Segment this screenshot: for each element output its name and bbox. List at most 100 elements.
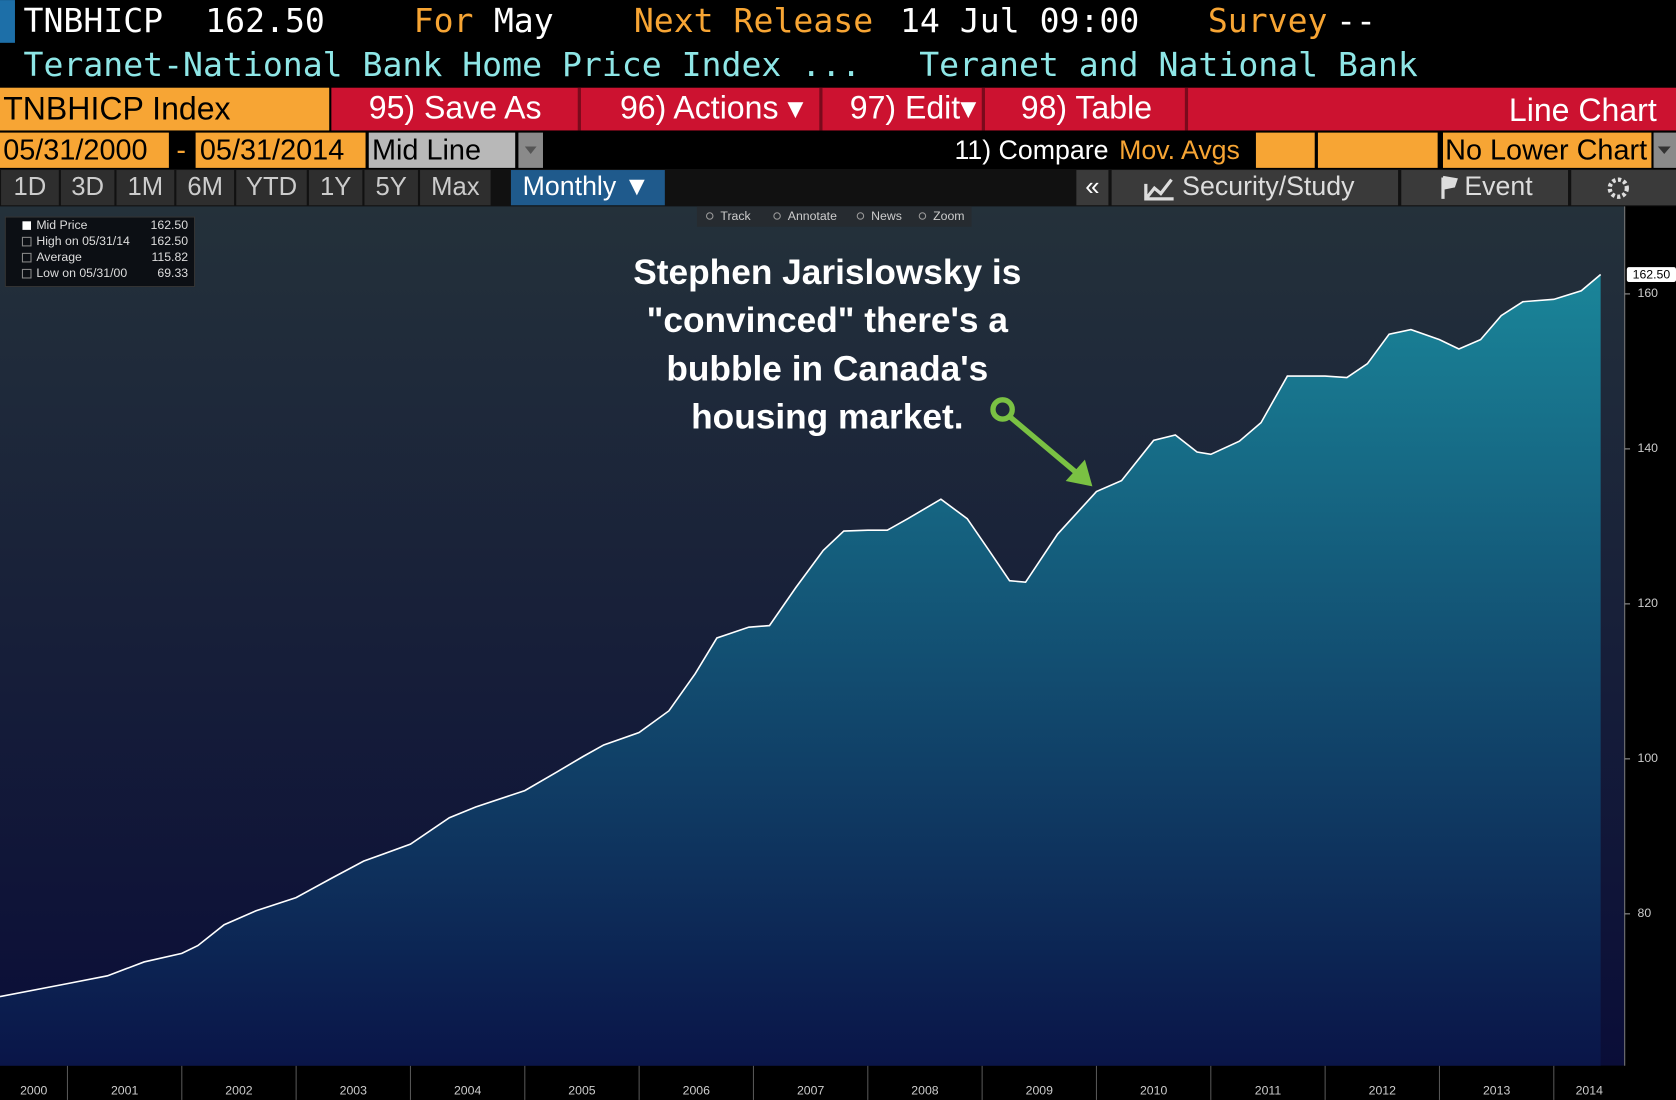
period-button-box[interactable] bbox=[176, 170, 235, 206]
period-button-box[interactable] bbox=[116, 170, 175, 206]
period-buttons: 1D 3D 1M 6M YTD 1Y 5Y Max bbox=[1, 170, 491, 206]
y-tick-label: 160 bbox=[1638, 286, 1659, 300]
menu-button[interactable]: 97) Edit▾ bbox=[850, 90, 977, 126]
compare-field[interactable] bbox=[1317, 132, 1438, 168]
end-date[interactable]: 05/31/2014 bbox=[200, 134, 344, 166]
period-button[interactable]: 6M bbox=[187, 173, 223, 201]
legend-icon bbox=[22, 221, 31, 230]
chart: 80 100 120 140 160 2000 2001 2002 2003 2004 2005 20… bbox=[0, 267, 1676, 1100]
period-button[interactable]: 1Y bbox=[320, 173, 351, 201]
start-date-box[interactable] bbox=[0, 132, 169, 168]
y-tick-label: 100 bbox=[1638, 751, 1659, 765]
settings-icon bbox=[1607, 177, 1629, 199]
period-button-box[interactable] bbox=[308, 170, 363, 206]
tool-button[interactable]: Track bbox=[720, 209, 751, 223]
security-name: Teranet-National Bank Home Price Index .… bbox=[24, 45, 862, 84]
period-button[interactable]: 3D bbox=[71, 173, 104, 201]
x-tick-label: 2005 bbox=[568, 1084, 595, 1098]
tool-icon bbox=[773, 212, 781, 220]
survey-label: Survey bbox=[1208, 1, 1328, 40]
release-label: Next Release bbox=[634, 1, 873, 40]
tool-button[interactable]: News bbox=[871, 209, 902, 223]
security-study[interactable]: Security/Study bbox=[1182, 171, 1355, 201]
x-tick-label: 2000 bbox=[20, 1084, 47, 1098]
period-button[interactable]: 1D bbox=[14, 173, 47, 201]
period-button-box[interactable] bbox=[236, 170, 307, 206]
annotation-line: bubble in Canada's bbox=[666, 349, 988, 388]
compare-button[interactable]: 11) Compare bbox=[955, 135, 1109, 165]
menu-button[interactable]: 98) Table bbox=[1021, 90, 1152, 126]
x-tick-label: 2014 bbox=[1576, 1084, 1603, 1098]
x-tick-label: 2012 bbox=[1369, 1084, 1396, 1098]
annotation-arrow bbox=[1008, 414, 1080, 476]
mode-box[interactable] bbox=[368, 132, 516, 168]
annotation-line: housing market. bbox=[691, 397, 963, 436]
security-source: Teranet and National Bank bbox=[919, 45, 1418, 84]
tool-icon bbox=[856, 212, 865, 220]
tool-icon bbox=[705, 212, 714, 220]
period-button-box[interactable] bbox=[1, 170, 59, 206]
x-tick-label: 2009 bbox=[1026, 1084, 1053, 1098]
event-box[interactable] bbox=[1401, 170, 1569, 206]
price-line bbox=[0, 273, 1602, 998]
x-tick-label: 2007 bbox=[797, 1084, 824, 1098]
chart-tools-bar bbox=[696, 206, 972, 227]
x-tick-label: 2002 bbox=[225, 1084, 252, 1098]
lower-chart[interactable]: No Lower Chart bbox=[1445, 134, 1647, 166]
menu-button[interactable]: 95) Save As bbox=[369, 90, 542, 126]
start-date[interactable]: 05/31/2000 bbox=[3, 134, 147, 166]
y-tick-label: 120 bbox=[1638, 596, 1659, 610]
legend-label: Low on 05/31/00 bbox=[36, 266, 127, 280]
dropdown-arrow bbox=[524, 146, 537, 154]
compare-value[interactable]: Mov. Avgs bbox=[1119, 135, 1240, 165]
x-tick-label: 2006 bbox=[683, 1084, 710, 1098]
tool-icon bbox=[918, 212, 927, 220]
y-tick-label: 80 bbox=[1638, 906, 1652, 920]
header-marker bbox=[0, 0, 15, 43]
y-tick-label: 140 bbox=[1638, 441, 1659, 455]
collapse[interactable]: « bbox=[1085, 173, 1099, 201]
frequency[interactable]: Monthly ▼ bbox=[523, 171, 650, 201]
tool-button[interactable]: Annotate bbox=[788, 209, 837, 223]
header-row bbox=[0, 0, 1676, 45]
period-button[interactable]: 1M bbox=[128, 173, 164, 201]
x-tick-label: 2010 bbox=[1140, 1084, 1167, 1098]
period-button[interactable]: Max bbox=[431, 173, 480, 201]
legend-value: 162.50 bbox=[151, 218, 189, 232]
study-icon bbox=[1144, 178, 1174, 201]
legend-icon bbox=[21, 236, 32, 247]
release-value: 14 Jul 09:00 bbox=[900, 1, 1139, 40]
area-fill bbox=[0, 274, 1601, 1066]
legend-value: 162.50 bbox=[151, 234, 189, 248]
collapse-box[interactable] bbox=[1076, 170, 1109, 206]
x-tick-label: 2008 bbox=[911, 1084, 938, 1098]
legend-icon bbox=[21, 268, 32, 279]
annotation: Stephen Jarislowsky is "convinced" there'… bbox=[633, 253, 1021, 436]
compare-field[interactable] bbox=[1255, 132, 1315, 168]
mode[interactable]: Mid Line bbox=[372, 134, 481, 166]
tool-button[interactable]: Zoom bbox=[933, 209, 964, 223]
y-axis-area bbox=[1624, 206, 1676, 1100]
chart-tools: Track Annotate News Zoom bbox=[705, 209, 965, 223]
end-date-box[interactable] bbox=[195, 132, 366, 168]
event[interactable]: Event bbox=[1464, 171, 1533, 201]
x-tick-label: 2001 bbox=[111, 1084, 138, 1098]
legend-box bbox=[4, 216, 196, 288]
lower-chart-box[interactable] bbox=[1442, 132, 1652, 168]
period-button[interactable]: YTD bbox=[246, 173, 297, 201]
last-price-label: 162.50 bbox=[1633, 267, 1671, 281]
settings-box[interactable] bbox=[1571, 170, 1676, 206]
legend-value: 115.82 bbox=[151, 250, 188, 264]
period-button[interactable]: 5Y bbox=[376, 173, 407, 201]
menu-button[interactable]: 96) Actions ▾ bbox=[620, 90, 804, 126]
price: 162.50 bbox=[205, 1, 325, 40]
period-button-box[interactable] bbox=[60, 170, 115, 206]
for-value: May bbox=[494, 1, 554, 40]
security-field[interactable]: TNBHICP Index bbox=[3, 91, 230, 127]
security-box[interactable] bbox=[0, 87, 330, 131]
frequency-box[interactable] bbox=[510, 170, 665, 206]
period-button-box[interactable] bbox=[364, 170, 418, 206]
period-button-box[interactable] bbox=[420, 170, 491, 206]
